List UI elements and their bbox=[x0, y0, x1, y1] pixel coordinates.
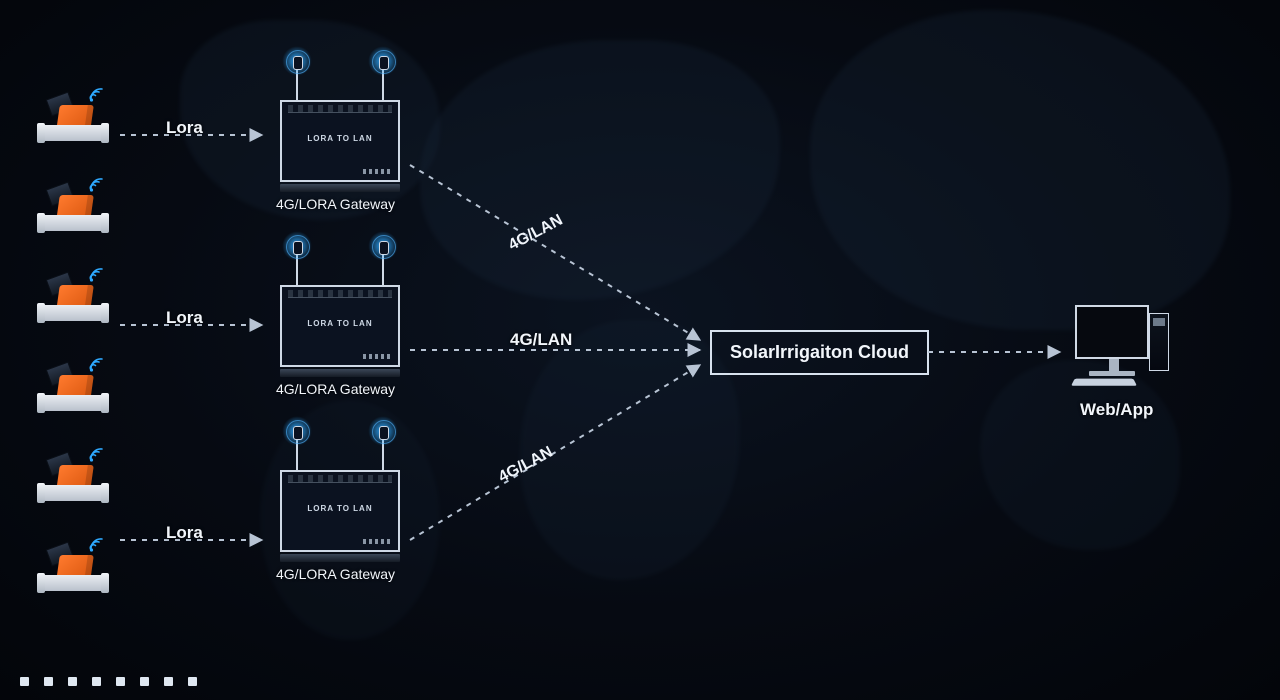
page-dot bbox=[116, 677, 125, 686]
lora-link-label: 4G/LAN bbox=[510, 330, 572, 350]
page-indicator bbox=[20, 677, 197, 686]
page-dot bbox=[140, 677, 149, 686]
valve-sensor-icon bbox=[40, 270, 110, 325]
cloud-box: SolarIrrigaiton Cloud bbox=[710, 330, 929, 375]
valve-sensor-icon bbox=[40, 90, 110, 145]
map-blob bbox=[520, 320, 740, 580]
gateway-label: 4G/LORA Gateway bbox=[276, 196, 395, 212]
lora-link-label: Lora bbox=[166, 308, 203, 328]
page-dot bbox=[20, 677, 29, 686]
diagram-stage: LORA TO LAN 4G/LORA Gateway LORA TO LAN … bbox=[0, 0, 1280, 700]
page-dot bbox=[188, 677, 197, 686]
page-dot bbox=[92, 677, 101, 686]
client-monitor-icon bbox=[1075, 305, 1163, 376]
gateway-label: 4G/LORA Gateway bbox=[276, 381, 395, 397]
valve-sensor-icon bbox=[40, 360, 110, 415]
valve-sensor-icon bbox=[40, 450, 110, 505]
page-dot bbox=[44, 677, 53, 686]
valve-sensor-icon bbox=[40, 180, 110, 235]
gateway-device-icon: LORA TO LAN bbox=[280, 470, 400, 562]
map-blob bbox=[420, 40, 780, 300]
gateway-device-icon: LORA TO LAN bbox=[280, 100, 400, 192]
page-dot bbox=[68, 677, 77, 686]
lora-link-label: Lora bbox=[166, 523, 203, 543]
page-dot bbox=[164, 677, 173, 686]
lora-link-label: Lora bbox=[166, 118, 203, 138]
map-blob bbox=[980, 360, 1180, 550]
valve-sensor-icon bbox=[40, 540, 110, 595]
gateway-label: 4G/LORA Gateway bbox=[276, 566, 395, 582]
client-label: Web/App bbox=[1080, 400, 1153, 420]
gateway-device-icon: LORA TO LAN bbox=[280, 285, 400, 377]
map-blob bbox=[810, 10, 1230, 330]
